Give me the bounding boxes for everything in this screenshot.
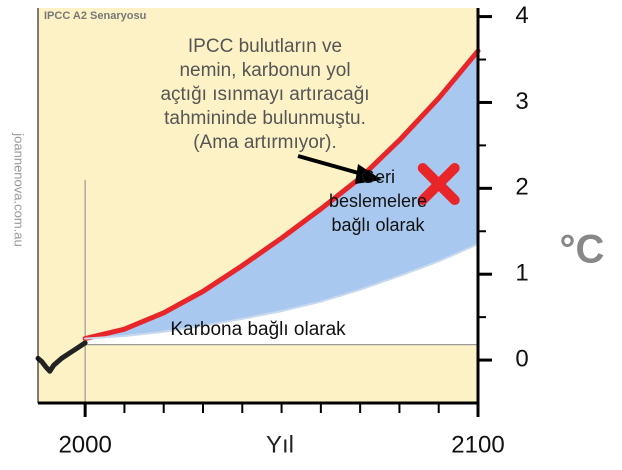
chart-title: IPCC A2 Senaryosu xyxy=(44,10,146,22)
y-axis-label: °C xyxy=(560,228,605,272)
annotation-line: nemin, karbonun yol xyxy=(179,60,350,81)
feedback-label: beslemelere xyxy=(329,191,427,211)
y-tick-label: 2 xyxy=(515,174,528,201)
fills xyxy=(85,50,479,345)
annotation-line: açtığı ısınmayı artıracağı xyxy=(160,84,369,105)
cross-stroke xyxy=(417,163,460,206)
carbon-fill xyxy=(85,244,479,345)
y-tick-label: 1 xyxy=(515,260,528,287)
arrow xyxy=(297,154,363,176)
credit: joannenova.com.au xyxy=(12,132,27,246)
annotation-line: IPCC bulutların ve xyxy=(188,36,342,57)
feedback-label: bağlı olarak xyxy=(331,215,425,235)
x-tick-label: 2000 xyxy=(58,431,111,458)
x-axis-label: Yıl xyxy=(266,431,294,458)
series-line xyxy=(35,340,88,374)
x-tick-label: 2100 xyxy=(451,431,504,458)
annotation-line: tahmininde bulunmuştu. xyxy=(164,108,366,129)
marks xyxy=(35,48,481,403)
feedback-label: Geri xyxy=(361,167,395,187)
series-line xyxy=(84,243,479,340)
y-tick-label: 4 xyxy=(515,2,528,29)
arrow-head xyxy=(355,164,382,184)
annotation-line: (Ama artırmıyor). xyxy=(193,132,337,153)
y-tick-label: 0 xyxy=(515,345,528,372)
series-line xyxy=(82,48,481,342)
feedback-fill xyxy=(85,50,479,339)
y-tick-label: 3 xyxy=(515,88,528,115)
carbon-label: Karbona bağlı olarak xyxy=(170,319,346,340)
cross-marker xyxy=(417,163,460,206)
